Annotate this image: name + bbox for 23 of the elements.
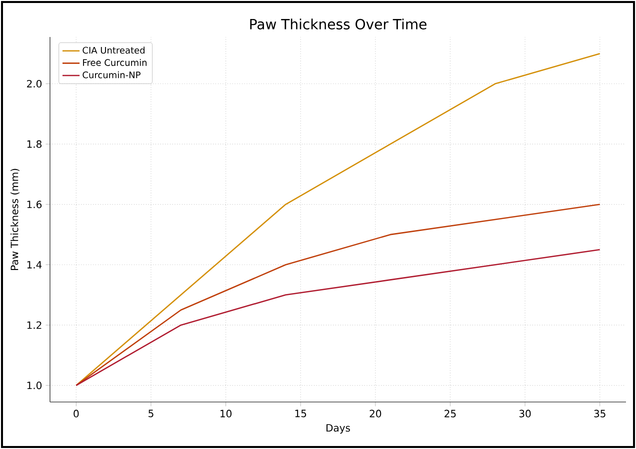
x-tick-label: 5: [148, 410, 154, 418]
y-tick-label: 1.0: [27, 382, 42, 390]
line-series: [76, 249, 600, 386]
x-tick-label: 25: [444, 410, 456, 418]
y-tick-label: 2.0: [27, 80, 42, 88]
x-tick-label: 20: [370, 410, 382, 418]
line-series: [76, 204, 600, 386]
y-axis-title: Paw Thickness (mm): [10, 168, 20, 270]
chart-title: Paw Thickness Over Time: [250, 18, 426, 30]
legend-label: CIA Untreated: [82, 46, 144, 54]
legend-label: Curcumin-NP: [82, 71, 140, 78]
x-tick-label: 15: [295, 410, 306, 418]
legend-label: Free Curcumin: [83, 59, 147, 66]
y-tick-label: 1.4: [27, 261, 42, 268]
y-tick-label: 1.2: [27, 321, 42, 329]
x-tick-label: 0: [74, 410, 79, 418]
line-series: [76, 52, 600, 386]
y-tick-label: 1.8: [27, 140, 42, 148]
x-tick-label: 35: [594, 410, 606, 418]
x-axis-title: Days: [326, 424, 350, 434]
y-tick-label: 1.6: [27, 200, 42, 208]
x-tick-label: 10: [220, 410, 232, 418]
x-tick-label: 30: [519, 410, 531, 418]
